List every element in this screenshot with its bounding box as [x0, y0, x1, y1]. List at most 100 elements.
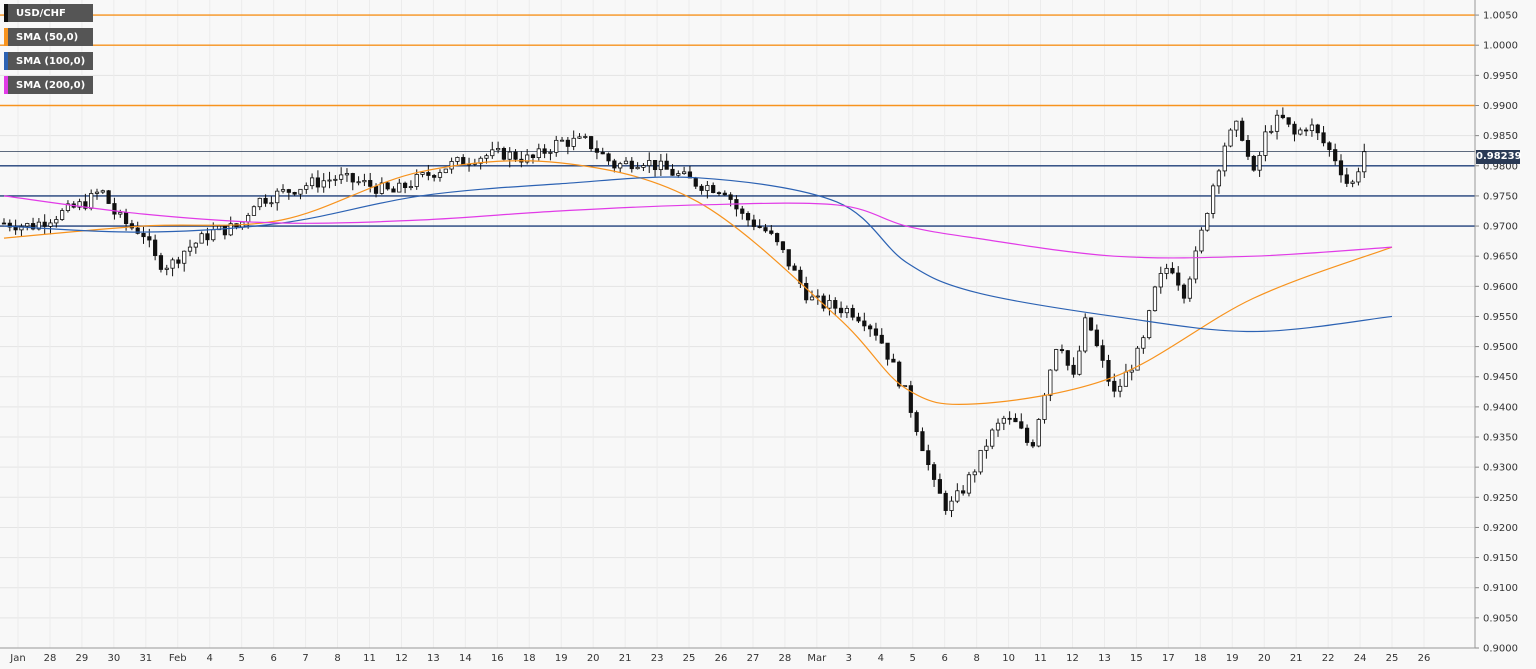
candle-body: [990, 429, 995, 447]
candle-body: [1176, 272, 1181, 286]
candle-body: [1321, 132, 1326, 144]
candle-body: [1245, 140, 1251, 157]
candle-body: [362, 180, 367, 183]
candle-body: [36, 221, 41, 230]
candle-body: [246, 215, 251, 223]
x-tick-label: 21: [1290, 653, 1303, 664]
x-tick-label: 28: [44, 653, 57, 664]
candle-body: [112, 203, 117, 215]
candle-body: [449, 161, 454, 170]
candle-body: [48, 222, 53, 227]
candle-body: [432, 175, 437, 178]
candle-body: [1263, 131, 1268, 156]
candle-body: [571, 137, 576, 147]
candle-body: [402, 182, 408, 189]
y-tick-label: 0.9900: [1483, 101, 1518, 112]
candle-body: [321, 180, 326, 188]
candle-body: [385, 182, 390, 190]
candle-body: [565, 139, 570, 147]
candle-body: [873, 328, 879, 336]
candle-body: [943, 492, 948, 511]
candle-body: [763, 227, 768, 232]
legend-item-sma-200[interactable]: SMA (200,0): [4, 76, 94, 94]
x-tick-label: Mar: [807, 653, 827, 664]
candle-body: [1216, 170, 1222, 187]
candle-body: [629, 160, 634, 170]
candle-body: [414, 174, 419, 187]
x-tick-label: 6: [941, 653, 947, 664]
candle-body: [298, 188, 303, 195]
x-tick-label: 11: [363, 653, 376, 664]
x-tick-label: 5: [910, 653, 916, 664]
candle-body: [757, 226, 762, 228]
candle-body: [984, 445, 989, 451]
candle-body: [13, 226, 18, 231]
candle-body: [978, 449, 983, 473]
candle-body: [373, 185, 379, 194]
candle-body: [176, 259, 181, 264]
candle-body: [1100, 345, 1105, 361]
candle-body: [7, 222, 12, 228]
candle-body: [972, 471, 977, 476]
candle-body: [1141, 337, 1146, 349]
candle-body: [496, 148, 501, 151]
candle-body: [838, 307, 844, 314]
x-tick-label: 5: [238, 653, 244, 664]
candle-body: [490, 149, 495, 157]
candle-body: [699, 185, 704, 191]
x-tick-label: 19: [555, 653, 568, 664]
y-tick-label: 0.9450: [1483, 372, 1518, 383]
y-tick-label: 0.9550: [1483, 312, 1518, 323]
x-tick-label: 11: [1034, 653, 1047, 664]
candle-body: [344, 173, 350, 176]
candle-body: [955, 490, 960, 502]
candle-body: [1269, 130, 1274, 133]
x-tick-label: Jan: [9, 653, 25, 664]
candle-body: [89, 193, 94, 209]
x-tick-label: 13: [427, 653, 440, 664]
candle-body: [286, 189, 291, 193]
plot-background: [0, 0, 1475, 648]
candle-body: [635, 166, 640, 170]
candle-body: [1024, 427, 1030, 443]
legend-item-sma-50[interactable]: SMA (50,0): [4, 28, 94, 46]
candle-body: [995, 422, 1001, 431]
candle-body: [280, 189, 286, 192]
candle-body: [815, 295, 820, 298]
candle-body: [501, 148, 507, 160]
legend-item-sma-100[interactable]: SMA (100,0): [4, 52, 94, 70]
candle-body: [589, 136, 594, 150]
candle-body: [885, 342, 890, 360]
candle-body: [716, 192, 722, 194]
candle-body: [1228, 129, 1233, 147]
candle-body: [455, 157, 460, 162]
candle-body: [60, 210, 65, 220]
candle-body: [600, 151, 605, 155]
candle-body: [525, 154, 530, 163]
candle-body: [199, 233, 204, 244]
candle-body: [1344, 174, 1349, 184]
candle-body: [792, 265, 797, 271]
candle-body: [745, 213, 751, 221]
legend-label: SMA (50,0): [16, 31, 79, 43]
x-tick-label: 10: [1002, 653, 1015, 664]
candle-body: [1158, 273, 1163, 288]
candle-body: [263, 197, 268, 204]
candle-body: [618, 163, 623, 169]
candle-body: [187, 246, 193, 252]
candle-body: [327, 179, 332, 182]
x-tick-label: 26: [1418, 653, 1431, 664]
candle-body: [478, 157, 483, 164]
x-tick-label: 6: [270, 653, 276, 664]
legend-item-usdchf[interactable]: USD/CHF: [4, 4, 94, 22]
candle-body: [1007, 417, 1012, 420]
candle-body: [1048, 369, 1053, 396]
legend-swatch: [4, 28, 8, 46]
y-tick-label: 0.9750: [1483, 191, 1518, 202]
candle-body: [339, 174, 344, 180]
candle-body: [19, 225, 24, 231]
candle-body: [606, 153, 611, 162]
candle-body: [228, 223, 233, 236]
candle-body: [1298, 129, 1303, 135]
candle-body: [1147, 310, 1152, 339]
